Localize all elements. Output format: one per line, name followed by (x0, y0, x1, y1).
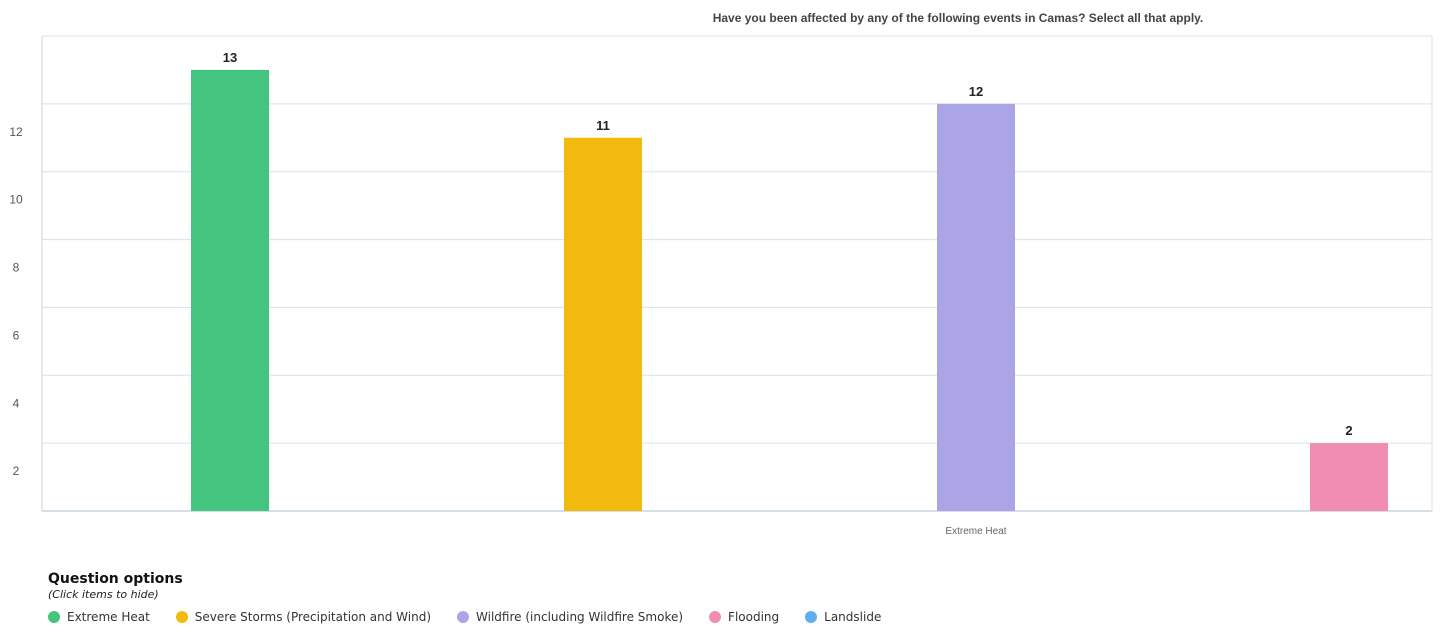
legend-dot-icon (709, 611, 722, 623)
legend-dot-icon (805, 611, 818, 623)
y-tick-label: 12 (9, 125, 23, 139)
legend-item-flooding[interactable]: Flooding (709, 610, 779, 624)
bars (191, 69, 1388, 512)
legend-item-label: Severe Storms (Precipitation and Wind) (194, 610, 432, 624)
legend-dot-icon (175, 611, 188, 623)
legend: Question options (Click items to hide) E… (48, 570, 1428, 624)
y-tick-label: 10 (9, 193, 23, 207)
data-labels: 13 11 12 2 (223, 50, 1353, 438)
legend-item-label: Wildfire (including Wildfire Smoke) (476, 610, 684, 624)
legend-dot-icon (457, 611, 470, 623)
bar-chart: Have you been affected by any of the fol… (9, 11, 1433, 537)
data-label: 13 (223, 50, 237, 65)
y-tick-label: 2 (13, 464, 20, 478)
legend-items: Extreme Heat Severe Storms (Precipitatio… (48, 610, 1428, 624)
legend-title: Question options (48, 571, 183, 587)
legend-item-extreme-heat[interactable]: Extreme Heat (48, 610, 150, 624)
legend-hint: (Click items to hide) (48, 588, 159, 601)
x-tick-label: Extreme Heat (945, 526, 1006, 537)
bar-extreme-heat[interactable] (191, 69, 269, 511)
data-label: 12 (969, 84, 983, 99)
data-label: 2 (1345, 423, 1352, 438)
legend-item-label: Flooding (728, 610, 780, 624)
y-axis-ticks: 2 4 6 8 10 12 (9, 125, 23, 478)
legend-item-severe-storms[interactable]: Severe Storms (Precipitation and Wind) (175, 610, 432, 624)
legend-dot-icon (48, 611, 60, 623)
chart-title: Have you been affected by any of the fol… (713, 11, 1204, 25)
legend-item-wildfire[interactable]: Wildfire (including Wildfire Smoke) (457, 610, 683, 624)
legend-item-label: Extreme Heat (67, 610, 150, 624)
y-tick-label: 6 (13, 328, 20, 342)
legend-item-label: Landslide (824, 610, 882, 624)
data-label: 11 (596, 118, 610, 133)
x-axis-ticks: Extreme Heat (945, 526, 1006, 537)
y-tick-label: 4 (13, 396, 20, 410)
legend-item-landslide[interactable]: Landslide (805, 610, 881, 624)
bar-severe-storms-precipitation-and-wind[interactable] (564, 137, 642, 512)
bar-wildfire-including-wildfire-smoke[interactable] (937, 103, 1015, 511)
bar-flooding[interactable] (1310, 443, 1388, 511)
grid-lines (41, 35, 1433, 512)
y-tick-label: 8 (13, 261, 20, 275)
